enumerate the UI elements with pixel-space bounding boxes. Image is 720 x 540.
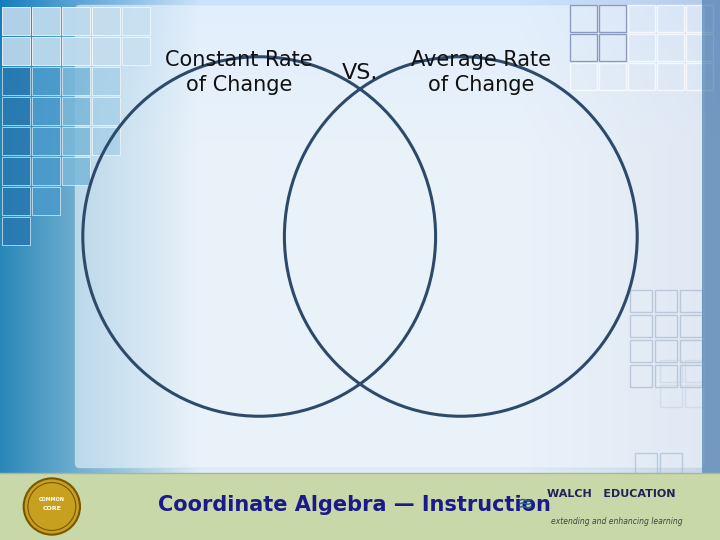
Bar xyxy=(680,315,702,337)
Bar xyxy=(657,5,684,32)
Bar xyxy=(702,0,720,473)
Bar xyxy=(32,157,60,185)
Bar xyxy=(635,453,657,475)
Bar xyxy=(680,290,702,312)
Text: Average Rate
of Change: Average Rate of Change xyxy=(411,51,551,95)
Bar xyxy=(0,473,720,540)
Bar xyxy=(62,157,90,185)
Text: extending and enhancing learning: extending and enhancing learning xyxy=(551,517,683,526)
Bar xyxy=(685,385,707,407)
Bar xyxy=(62,7,90,35)
Bar xyxy=(686,5,713,32)
Bar xyxy=(62,127,90,155)
Text: VS.: VS. xyxy=(342,63,378,83)
Bar xyxy=(630,290,652,312)
Bar xyxy=(2,67,30,95)
Bar xyxy=(32,7,60,35)
Bar xyxy=(2,187,30,215)
Circle shape xyxy=(24,478,80,535)
Bar xyxy=(32,127,60,155)
Bar xyxy=(32,37,60,65)
Bar xyxy=(2,97,30,125)
Bar xyxy=(32,7,60,35)
Bar xyxy=(628,5,655,32)
Bar xyxy=(62,97,90,125)
Bar xyxy=(570,5,597,32)
Bar xyxy=(570,63,597,90)
Bar xyxy=(686,63,713,90)
Bar xyxy=(657,63,684,90)
Bar xyxy=(599,5,626,32)
Bar xyxy=(657,34,684,61)
Text: WALCH   EDUCATION: WALCH EDUCATION xyxy=(547,489,675,500)
Bar xyxy=(32,97,60,125)
Bar xyxy=(2,217,30,245)
Bar xyxy=(92,7,120,35)
Bar xyxy=(92,67,120,95)
Bar xyxy=(686,34,713,61)
Text: Constant Rate
of Change: Constant Rate of Change xyxy=(166,51,313,95)
Bar xyxy=(680,340,702,362)
Text: ≋: ≋ xyxy=(518,496,534,515)
Bar xyxy=(630,315,652,337)
Bar xyxy=(32,37,60,65)
Bar xyxy=(655,315,677,337)
Text: COMMON: COMMON xyxy=(39,497,65,502)
Bar xyxy=(599,34,626,61)
Bar xyxy=(62,7,90,35)
Text: CORE: CORE xyxy=(42,507,61,511)
Bar xyxy=(628,63,655,90)
FancyBboxPatch shape xyxy=(75,5,705,468)
Text: Coordinate Algebra — Instruction: Coordinate Algebra — Instruction xyxy=(158,495,552,515)
Bar xyxy=(32,187,60,215)
Bar xyxy=(62,67,90,95)
Bar xyxy=(2,7,30,35)
Bar xyxy=(122,7,150,35)
Bar xyxy=(2,157,30,185)
Bar xyxy=(599,63,626,90)
Bar xyxy=(2,127,30,155)
Bar xyxy=(660,478,682,500)
Bar xyxy=(570,34,597,61)
Bar xyxy=(630,365,652,387)
Bar xyxy=(92,97,120,125)
Bar xyxy=(660,360,682,382)
Bar xyxy=(2,7,30,35)
Bar xyxy=(570,34,597,61)
Bar xyxy=(92,37,120,65)
Bar xyxy=(92,37,120,65)
Bar xyxy=(2,37,30,65)
Bar xyxy=(655,290,677,312)
Bar xyxy=(635,478,657,500)
Bar xyxy=(122,37,150,65)
Bar xyxy=(628,34,655,61)
Bar xyxy=(570,5,597,32)
Bar xyxy=(630,340,652,362)
Bar xyxy=(685,360,707,382)
Bar xyxy=(655,340,677,362)
Bar xyxy=(2,37,30,65)
Bar xyxy=(62,37,90,65)
Bar xyxy=(680,365,702,387)
Bar xyxy=(599,5,626,32)
Bar xyxy=(660,385,682,407)
Bar xyxy=(32,67,60,95)
Bar xyxy=(92,7,120,35)
Bar xyxy=(62,37,90,65)
Bar xyxy=(92,127,120,155)
Bar xyxy=(655,365,677,387)
Bar xyxy=(599,34,626,61)
Bar xyxy=(660,453,682,475)
